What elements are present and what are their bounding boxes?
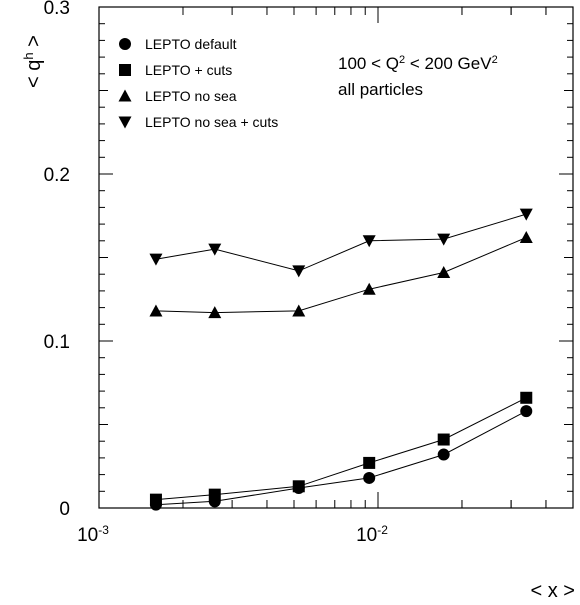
data-point — [363, 456, 376, 469]
series-line — [155, 397, 527, 501]
data-point — [149, 304, 163, 317]
plot-frame — [98, 6, 574, 509]
data-point — [520, 391, 533, 404]
legend-label: LEPTO + cuts — [145, 62, 232, 78]
legend-label: LEPTO default — [145, 36, 237, 52]
legend-marker — [119, 38, 131, 50]
data-point — [149, 253, 163, 266]
series-line — [155, 410, 527, 506]
data-point — [362, 282, 376, 295]
legend-label: LEPTO no sea + cuts — [145, 114, 278, 130]
tick-labels: 0 0.1 0.2 0.3 10-3 10-2 — [44, 0, 389, 546]
y-tick-label: 0.1 — [44, 332, 70, 353]
data-point — [520, 405, 533, 418]
data-point — [292, 265, 306, 278]
legend-marker — [118, 89, 132, 102]
data-point — [362, 235, 376, 248]
x-tick-label: 10-3 — [77, 523, 109, 546]
y-tick-label: 0.3 — [44, 0, 70, 19]
y-tick-label: 0.2 — [44, 165, 70, 186]
y-tick-label: 0 — [59, 499, 70, 520]
data-point — [519, 208, 533, 221]
legend-marker — [118, 116, 132, 129]
data-point — [437, 448, 450, 461]
series-group — [149, 208, 533, 511]
x-tick-label: 10-2 — [356, 523, 388, 546]
data-point — [208, 488, 221, 501]
data-point — [437, 233, 451, 246]
data-point — [437, 433, 450, 446]
data-point — [149, 493, 162, 506]
legend-label: LEPTO no sea — [145, 88, 237, 104]
annotation-line-1: 100 < Q2 < 200 GeV2 — [338, 54, 498, 73]
legend-marker — [119, 64, 131, 76]
data-point — [292, 304, 306, 317]
axis-ticks — [98, 6, 574, 509]
series-line — [155, 237, 527, 314]
data-point — [208, 306, 222, 319]
data-point — [208, 243, 222, 256]
data-point — [437, 266, 451, 279]
data-point — [363, 471, 376, 484]
x-axis-label: < x > — [531, 580, 575, 602]
series-line — [155, 213, 527, 272]
annotation-line-2: all particles — [338, 80, 423, 99]
data-point — [292, 480, 305, 493]
y-axis-label: < qh > — [21, 35, 46, 88]
data-point — [519, 230, 533, 243]
legend: LEPTO default LEPTO + cuts LEPTO no sea LEP… — [118, 36, 278, 130]
